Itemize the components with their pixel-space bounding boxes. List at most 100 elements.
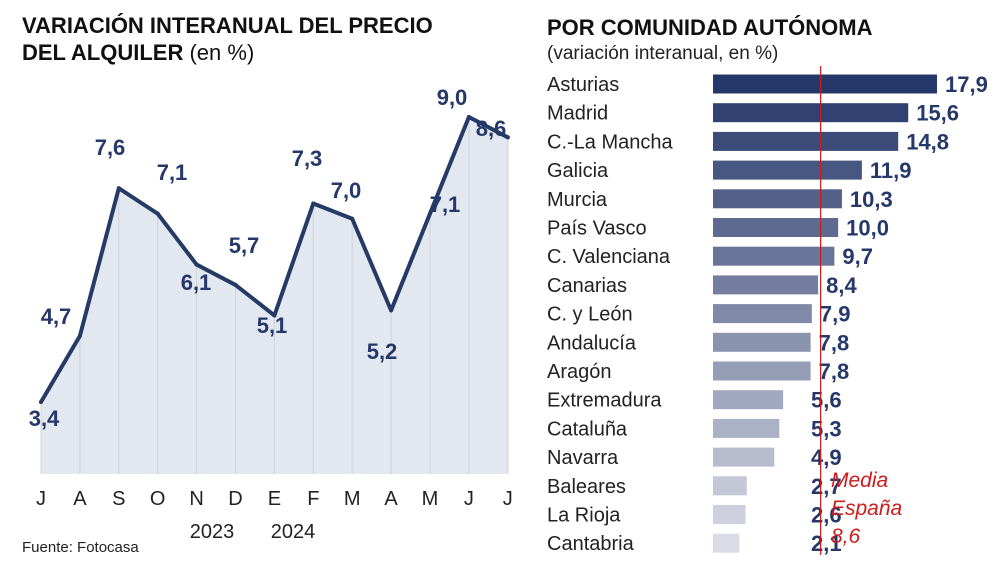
data-label: 7,3 [292, 146, 323, 171]
year-label: 2023 [190, 521, 235, 543]
data-point [466, 114, 471, 119]
bar-value-label: 11,9 [870, 158, 912, 183]
data-point [311, 201, 316, 206]
bar-value-label: 7,8 [819, 330, 850, 355]
bar [713, 74, 937, 94]
bar-value-label: 15,6 [916, 101, 959, 126]
category-label: Extremadura [547, 390, 662, 412]
bar [713, 361, 811, 381]
data-label: 5,7 [229, 233, 260, 258]
bar-value-label: 2,6 [811, 503, 842, 528]
data-point [505, 135, 510, 140]
bar [713, 275, 819, 295]
line-chart-title-line1: VARIACIÓN INTERANUAL DEL PRECIO [22, 13, 433, 38]
data-point [77, 333, 82, 338]
category-label: Asturias [547, 74, 619, 96]
data-label: 6,1 [181, 270, 212, 295]
bar-chart: Asturias 17,9 Madrid 15,6 C.-La Mancha 14,8 Ga… [547, 66, 988, 556]
x-tick-label: O [150, 488, 166, 510]
data-label: 3,4 [29, 406, 60, 431]
category-label: Madrid [547, 103, 608, 125]
x-tick-label: S [112, 488, 125, 510]
data-label: 7,6 [95, 135, 126, 160]
bar [713, 476, 747, 496]
data-point [233, 282, 238, 287]
category-label: Murcia [547, 189, 608, 211]
x-tick-label: M [422, 488, 439, 510]
x-tick-label: A [73, 488, 87, 510]
bar-value-label: 17,9 [945, 72, 988, 97]
x-tick-label: E [268, 488, 281, 510]
category-label: Cantabria [547, 533, 635, 555]
bar [713, 246, 835, 266]
data-label: 7,0 [331, 178, 362, 203]
bar [713, 304, 812, 324]
bar [713, 103, 909, 123]
data-label: 7,1 [430, 192, 461, 217]
category-label: C. Valenciana [547, 246, 671, 268]
data-point [272, 313, 277, 318]
x-tick-label: J [36, 488, 46, 510]
data-label: 4,7 [41, 304, 72, 329]
data-point [116, 186, 121, 191]
data-point [39, 400, 43, 404]
x-tick-label: A [384, 488, 398, 510]
data-label: 5,1 [257, 313, 288, 338]
bar [713, 447, 775, 467]
line-chart-title: VARIACIÓN INTERANUAL DEL PRECIO DEL ALQU… [22, 12, 522, 66]
category-label: C.-La Mancha [547, 131, 673, 153]
mean-label: 8,6 [831, 525, 861, 548]
bar-value-label: 4,9 [811, 445, 842, 470]
bar-value-label: 2,1 [811, 531, 842, 556]
x-tick-label: M [344, 488, 361, 510]
bar [713, 218, 839, 237]
bar-value-label: 5,6 [811, 388, 842, 413]
bar-value-label: 10,3 [850, 187, 893, 212]
mean-label: España [831, 497, 902, 520]
bar-value-label: 9,7 [842, 244, 873, 269]
data-point [350, 216, 355, 221]
data-label: 8,6 [476, 116, 507, 141]
category-label: Galicia [547, 160, 609, 182]
x-tick-label: F [307, 488, 319, 510]
data-point [155, 211, 160, 216]
year-label: 2024 [271, 521, 316, 543]
category-label: País Vasco [547, 218, 647, 240]
bar [713, 533, 740, 553]
bar-value-label: 8,4 [826, 273, 857, 298]
bar [713, 160, 862, 180]
data-label: 9,0 [437, 85, 468, 110]
data-label: 7,1 [157, 160, 188, 185]
bar [713, 131, 899, 151]
bar-value-label: 10,0 [846, 216, 889, 241]
bar-chart-title: POR COMUNIDAD AUTÓNOMA [547, 15, 873, 40]
data-label: 5,2 [367, 339, 398, 364]
data-point [389, 308, 394, 313]
line-chart: 3,4 4,7 7,6 7,1 6,1 5,7 5,1 7,3 7,0 5,2 7,1 9,0 8,6 J… [29, 85, 513, 543]
category-label: C. y León [547, 304, 633, 326]
bar-value-label: 7,9 [820, 302, 851, 327]
bar [713, 505, 746, 524]
bar-value-label: 2,7 [811, 474, 842, 499]
category-label: Cataluña [547, 418, 628, 440]
mean-label: Media [831, 469, 888, 492]
bar-value-label: 14,8 [906, 129, 949, 154]
bar-value-label: 7,8 [819, 359, 850, 384]
bar [713, 189, 842, 209]
line-chart-title-line2: DEL ALQUILER [22, 40, 184, 65]
category-label: Aragón [547, 361, 612, 383]
x-tick-label: J [464, 488, 474, 510]
bar-value-label: 5,3 [811, 416, 842, 441]
bar [713, 390, 784, 410]
bar [713, 418, 780, 438]
x-tick-label: N [189, 488, 203, 510]
line-chart-title-unit: (en %) [189, 40, 255, 65]
x-tick-label: D [228, 488, 242, 510]
bar-chart-subtitle: (variación interanual, en %) [547, 43, 779, 64]
source-note: Fuente: Fotocasa [22, 539, 139, 556]
category-label: Baleares [547, 476, 626, 498]
category-label: Navarra [547, 447, 619, 469]
category-label: La Rioja [547, 505, 621, 527]
category-label: Canarias [547, 275, 627, 297]
category-label: Andalucía [547, 332, 637, 354]
